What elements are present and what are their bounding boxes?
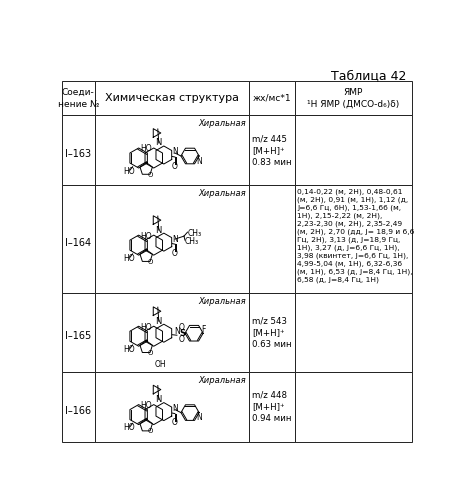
Text: O: O [148,172,153,178]
Text: HO: HO [123,345,134,354]
Text: I–163: I–163 [65,149,91,159]
Text: N: N [172,235,178,244]
Text: Химическая структура: Химическая структура [105,93,239,103]
Bar [95,81,249,115]
Text: Таблица 42: Таблица 42 [331,69,407,82]
Text: HO: HO [123,167,134,176]
Text: Хиральная: Хиральная [198,119,246,128]
Bar [295,372,412,442]
Text: HO: HO [123,423,134,432]
Bar [295,293,412,372]
Bar [249,372,295,442]
Text: N: N [156,226,162,235]
Text: O: O [179,323,185,332]
Text: O: O [172,418,178,427]
Text: жх/мс*1: жх/мс*1 [253,94,291,103]
Text: m/z 543
[M+H]⁺
0.63 мин: m/z 543 [M+H]⁺ 0.63 мин [252,316,292,349]
Bar [95,293,249,372]
Bar [249,293,295,372]
Bar [61,115,95,185]
Text: Хиральная: Хиральная [198,296,246,305]
Text: HO: HO [140,401,152,410]
Bar [249,185,295,293]
Text: N: N [196,413,202,422]
Bar [61,293,95,372]
Text: S: S [179,329,185,338]
Text: N: N [156,317,162,326]
Text: CH₃: CH₃ [188,229,202,238]
Text: I–166: I–166 [65,406,91,416]
Text: m/z 445
[M+H]⁺
0.83 мин: m/z 445 [M+H]⁺ 0.83 мин [252,134,292,167]
Text: HO: HO [140,323,152,332]
Text: Хиральная: Хиральная [198,189,246,198]
Bar [61,81,95,115]
Text: O: O [172,249,178,257]
Bar [295,81,412,115]
Bar [295,115,412,185]
Text: O: O [148,428,153,434]
Text: O: O [148,350,153,356]
Text: I–164: I–164 [65,238,91,248]
Text: HO: HO [123,253,134,262]
Text: CH₃: CH₃ [185,237,199,246]
Bar [95,115,249,185]
Text: m/z 448
[M+H]⁺
0.94 мин: m/z 448 [M+H]⁺ 0.94 мин [252,391,292,423]
Bar [95,372,249,442]
Text: O: O [148,258,153,264]
Text: N: N [172,148,178,157]
Text: Хиральная: Хиральная [198,376,246,385]
Text: HO: HO [140,232,152,241]
Text: N: N [174,327,180,336]
Text: I–165: I–165 [65,331,91,341]
Text: N: N [172,404,178,413]
Text: OH: OH [155,360,167,369]
Text: 0,14-0,22 (м, 2H), 0,48-0,61
(м, 2H), 0,91 (м, 1H), 1,12 (д,
J=6,6 Гц, 6H), 1,53: 0,14-0,22 (м, 2H), 0,48-0,61 (м, 2H), 0,… [297,188,414,283]
Text: ЯМР
¹H ЯМР (ДМСО-d₆)δ): ЯМР ¹H ЯМР (ДМСО-d₆)δ) [307,88,399,109]
Bar [95,185,249,293]
Bar [61,372,95,442]
Bar [61,185,95,293]
Bar [295,185,412,293]
Text: O: O [172,162,178,171]
Text: Соеди-
нение №: Соеди- нение № [58,88,99,109]
Bar [249,81,295,115]
Text: N: N [156,139,162,148]
Text: HO: HO [140,145,152,154]
Bar [249,115,295,185]
Text: F: F [201,325,206,334]
Text: O: O [179,335,185,344]
Text: N: N [156,395,162,404]
Text: N: N [196,157,202,166]
